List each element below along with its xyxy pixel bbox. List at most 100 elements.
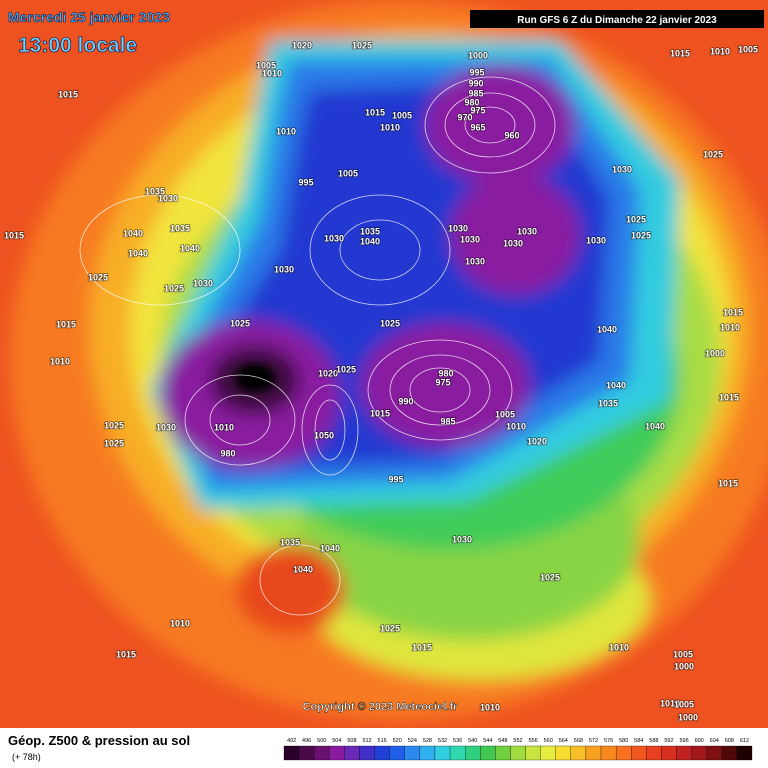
colorbar-cell	[631, 745, 647, 761]
colorbar-cell	[585, 745, 602, 761]
isobar-label: 1015	[723, 307, 743, 317]
isobar-label: 1015	[718, 478, 738, 488]
isobar-label: 1010	[380, 122, 400, 132]
colorbar-label: 576	[604, 738, 613, 744]
isobar-label: 970	[457, 112, 472, 122]
isobar-label: 1005	[673, 649, 693, 659]
isobar-label: 1025	[104, 438, 124, 448]
isobar-label: 975	[435, 377, 450, 387]
isobar-label: 1040	[128, 248, 148, 258]
field-purple-center	[360, 323, 530, 447]
colorbar-cell	[480, 745, 496, 761]
isobar-label: 1035	[170, 223, 190, 233]
isobar-label: 1015	[58, 89, 78, 99]
isobar-label: 1030	[517, 226, 537, 236]
isobar-label: 1030	[324, 233, 344, 243]
colorbar-label: 532	[438, 738, 447, 744]
colorbar-label: 612	[740, 738, 749, 744]
isobar-label: 1000	[468, 50, 488, 60]
colorbar-label: 592	[664, 738, 673, 744]
colorbar-cell	[691, 745, 707, 761]
isobar-label: 1030	[503, 238, 523, 248]
field-purple-arctic	[450, 175, 580, 295]
isobar-label: 1030	[586, 235, 606, 245]
isobar-label: 990	[468, 78, 483, 88]
isobar-label: 1040	[180, 243, 200, 253]
colorbar-cell	[465, 745, 481, 761]
isobar-label: 1040	[320, 543, 340, 553]
isobar-label: 1030	[274, 264, 294, 274]
colorbar-label: 552	[513, 738, 522, 744]
colorbar-label: 508	[347, 738, 356, 744]
colorbar-label: 536	[453, 738, 462, 744]
isobar-label: 1005	[256, 60, 276, 70]
isobar-label: 1020	[527, 436, 547, 446]
isobar-label: 1010	[710, 46, 730, 56]
isobar-label: 1025	[336, 364, 356, 374]
colorbar-label: 600	[695, 738, 704, 744]
isobar-label: 1020	[292, 40, 312, 50]
isobar-label: 1025	[88, 272, 108, 282]
isobar-label: 1005	[738, 44, 758, 54]
isobar-label: 965	[470, 122, 485, 132]
colorbar-cell	[676, 745, 692, 761]
isobar-label: 1030	[158, 193, 178, 203]
isobar-label: 1035	[598, 398, 618, 408]
colorbar-label: 560	[544, 738, 553, 744]
isobar-label: 1025	[703, 149, 723, 159]
map-date: Mercredi 25 janvier 2023	[8, 9, 170, 25]
isobar-label: 1015	[365, 107, 385, 117]
colorbar-label: 604	[710, 738, 719, 744]
isobar-label: 1010	[660, 698, 680, 708]
isobar-label: 1010	[276, 126, 296, 136]
field-high	[235, 545, 345, 635]
isobar-label: 980	[220, 448, 235, 458]
colorbar-label: 596	[679, 738, 688, 744]
isobar-label: 1025	[104, 420, 124, 430]
isobar-label: 1000	[705, 348, 725, 358]
colorbar-cell	[449, 745, 466, 761]
run-info: Run GFS 6 Z du Dimanche 22 janvier 2023	[517, 15, 717, 26]
product-name: Géop. Z500 & pression au sol	[8, 733, 190, 748]
colorbar-label: 544	[483, 738, 492, 744]
isobar-label: 1025	[164, 283, 184, 293]
colorbar-label: 512	[362, 738, 371, 744]
isobar-label: 1010	[609, 642, 629, 652]
isobar-label: 1035	[360, 226, 380, 236]
isobar-label: 995	[469, 67, 484, 77]
isobar-label: 1040	[360, 236, 380, 246]
colorbar-cell	[344, 745, 360, 761]
colorbar-cell	[570, 745, 587, 761]
colorbar-cell	[404, 745, 421, 761]
isobar-label: 995	[388, 474, 403, 484]
colorbar-cell	[389, 745, 405, 761]
colorbar-label: 520	[393, 738, 402, 744]
colorbar-label: 500	[317, 738, 326, 744]
colorbar-label: 584	[634, 738, 643, 744]
isobar-label: 1010	[480, 702, 500, 712]
isobar-label: 990	[398, 396, 413, 406]
isobar-label: 980	[464, 97, 479, 107]
colorbar-cell	[419, 745, 436, 761]
colorbar: 492 496 500 504 508 512 516 520 524 528 532 536 540 5…	[283, 738, 753, 761]
isobar-label: 1000	[674, 661, 694, 671]
isobar-label: 1005	[338, 168, 358, 178]
colorbar-label: 564	[559, 738, 568, 744]
isobar-label: 1025	[631, 230, 651, 240]
colorbar-cell	[298, 745, 315, 761]
colorbar-cell	[510, 745, 526, 761]
field-core	[235, 364, 275, 392]
colorbar-cell	[359, 745, 375, 761]
isobar-label: 960	[504, 130, 519, 140]
colorbar-label: 492	[287, 738, 296, 744]
isobar-label: 1025	[540, 572, 560, 582]
map-time: 13:00 locale	[18, 34, 137, 57]
isobar-label: 995	[298, 177, 313, 187]
isobar-label: 1050	[314, 430, 334, 440]
isobar-label: 1035	[145, 186, 165, 196]
colorbar-cell	[525, 745, 541, 761]
